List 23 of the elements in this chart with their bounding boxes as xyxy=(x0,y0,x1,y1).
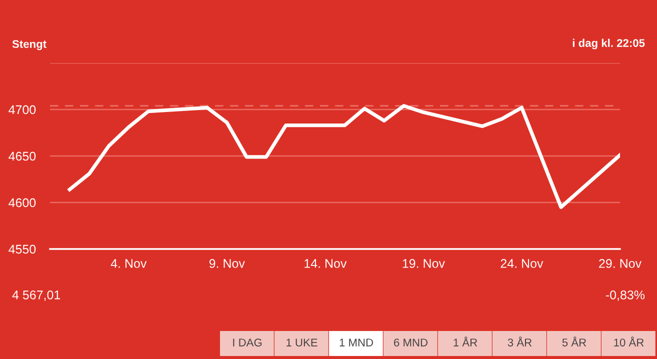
x-tick-label: 14. Nov xyxy=(304,259,347,268)
text: I DAG xyxy=(233,338,262,346)
y-tick-label: 4650 xyxy=(8,152,36,161)
text: 10 ÅR xyxy=(614,336,644,346)
x-tick-label: 9. Nov xyxy=(209,259,245,268)
chart-subtitle: Stengt xyxy=(12,40,46,50)
y-tick-label: 4700 xyxy=(8,105,36,114)
text: 6 MND xyxy=(394,338,428,346)
y-tick-label: 4600 xyxy=(8,198,36,208)
text: 5 ÅR xyxy=(562,336,586,346)
text: -0,83% xyxy=(606,290,645,301)
text: 1 UKE xyxy=(286,338,318,346)
x-tick-label: 24. Nov xyxy=(500,259,544,268)
y-tick-label: 4550 xyxy=(8,244,36,254)
text: 1 MND xyxy=(340,338,374,346)
x-tick-label: 19. Nov xyxy=(402,259,445,268)
text: 1 ÅR xyxy=(454,336,478,346)
text: 3 ÅR xyxy=(508,336,532,346)
text: i dag kl. 22:05 xyxy=(572,38,645,50)
x-tick-label: 4. Nov xyxy=(110,259,147,268)
x-tick-label: 29. Nov xyxy=(599,259,642,268)
line-series xyxy=(68,104,620,209)
text: 4 567,01 xyxy=(12,290,60,301)
